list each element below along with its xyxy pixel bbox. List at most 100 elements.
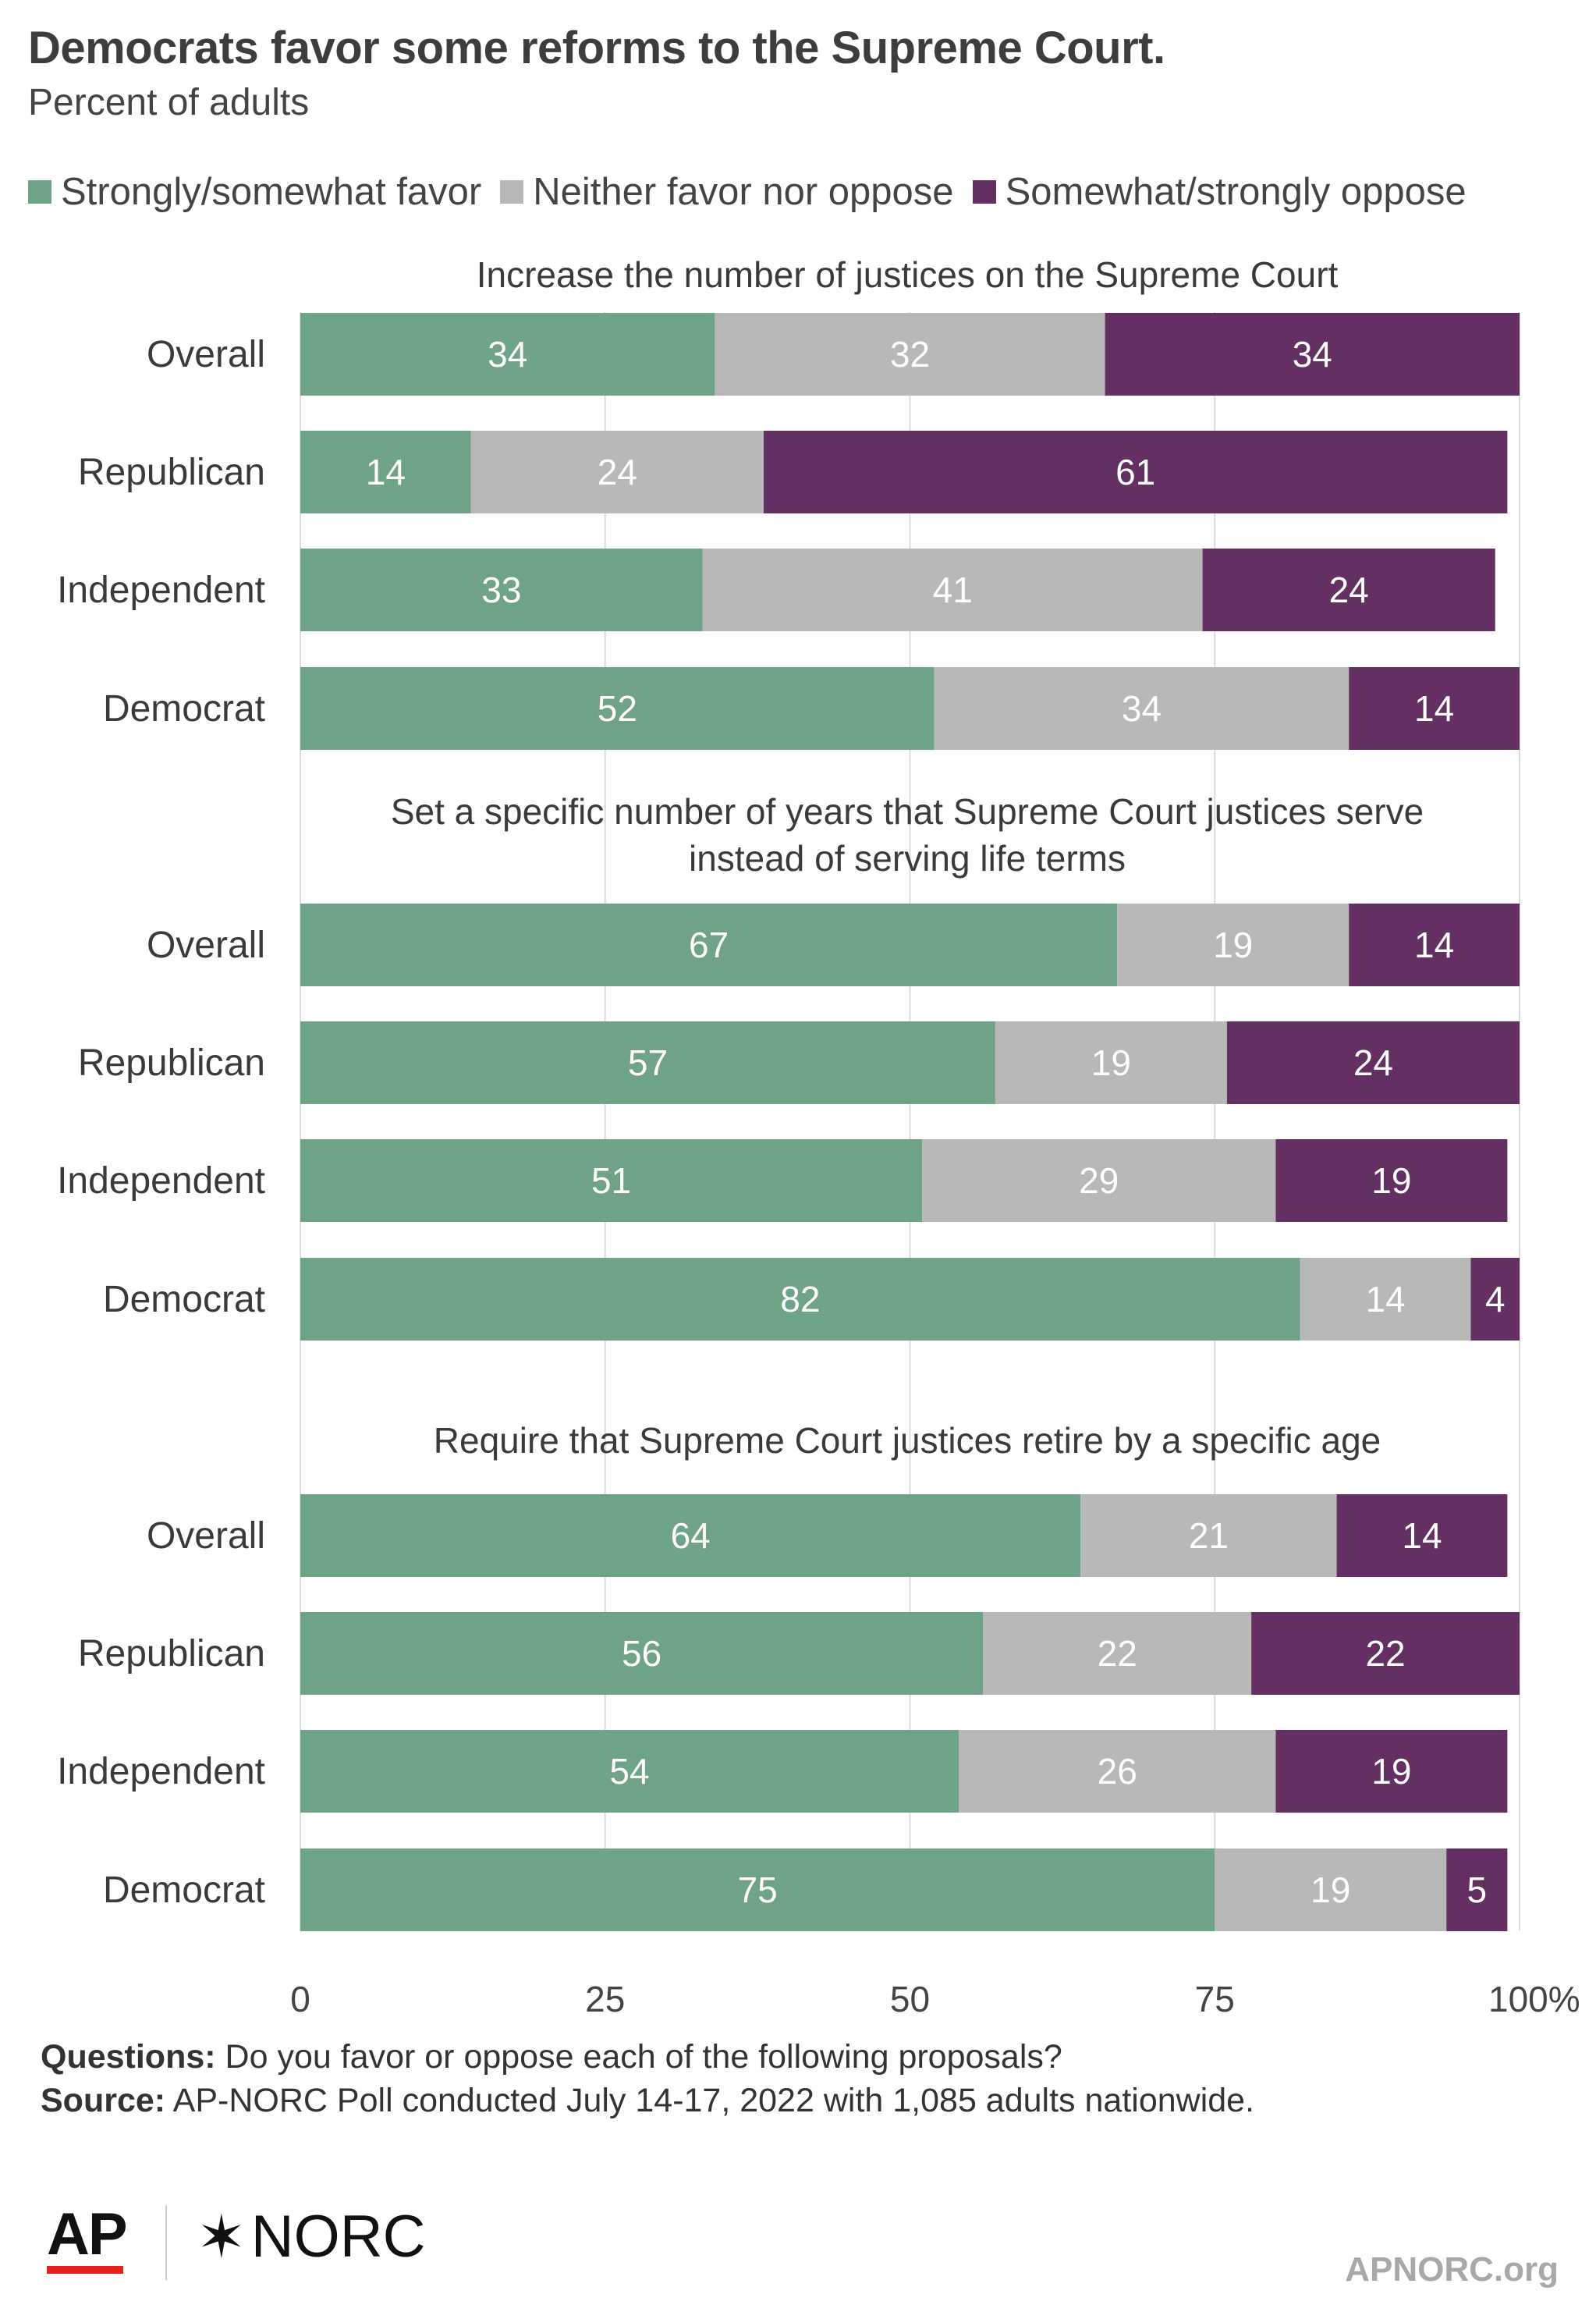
category-label: Independent: [57, 1160, 265, 1202]
data-label: 41: [933, 570, 973, 610]
bar-segment: [1202, 549, 1495, 631]
bar-segment: [922, 1139, 1276, 1222]
bar-segment: [983, 1612, 1252, 1695]
data-label: 61: [1115, 452, 1155, 492]
legend-item-neither: Neither favor nor oppose: [500, 170, 954, 214]
legend-item-oppose: Somewhat/strongly oppose: [972, 170, 1467, 214]
source-text: AP-NORC Poll conducted July 14-17, 2022 …: [165, 2082, 1255, 2119]
data-label: 33: [481, 570, 521, 610]
data-label: 22: [1365, 1633, 1405, 1674]
data-label: 24: [598, 452, 637, 492]
category-label: Republican: [78, 1042, 265, 1084]
legend-label-oppose: Somewhat/strongly oppose: [1005, 171, 1467, 213]
category-label: Overall: [147, 334, 265, 375]
source-note: Source: AP-NORC Poll conducted July 14-1…: [41, 2082, 1254, 2120]
bar-segment: [1336, 1494, 1508, 1577]
chart-title: Democrats favor some reforms to the Supr…: [28, 23, 1165, 73]
data-label: 19: [1310, 1870, 1350, 1910]
bar-segment: [715, 313, 1105, 396]
bar-segment: [300, 1258, 1300, 1341]
chart-legend: Strongly/somewhat favor Neither favor no…: [28, 170, 1485, 214]
data-label: 19: [1213, 925, 1253, 965]
data-label: 22: [1098, 1633, 1137, 1674]
data-label: 75: [738, 1870, 778, 1910]
legend-swatch-neither: [500, 180, 524, 204]
data-label: 34: [1293, 334, 1332, 375]
data-label: 34: [488, 334, 527, 375]
questions-note: Questions: Do you favor or oppose each o…: [41, 2038, 1062, 2076]
panel-title: instead of serving life terms: [689, 838, 1126, 879]
bar-segment: [300, 1139, 923, 1222]
panel-title: Require that Supreme Court justices reti…: [434, 1420, 1381, 1461]
data-label: 54: [609, 1751, 649, 1792]
data-label: 14: [366, 452, 406, 492]
data-label: 19: [1371, 1751, 1411, 1792]
panel-title: Set a specific number of years that Supr…: [391, 791, 1424, 832]
category-label: Independent: [57, 1751, 265, 1792]
legend-item-favor: Strongly/somewhat favor: [28, 170, 481, 214]
bar-segment: [300, 667, 935, 750]
category-label: Overall: [147, 925, 265, 966]
logo-divider: [165, 2205, 167, 2280]
bar-segment: [300, 904, 1118, 986]
bar-segment: [1470, 1258, 1520, 1341]
bar-segment: [1105, 313, 1520, 396]
bar-segment: [763, 431, 1508, 513]
site-url: APNORC.org: [1345, 2250, 1559, 2289]
bar-segment: [959, 1730, 1276, 1813]
panel-title: Increase the number of justices on the S…: [477, 254, 1339, 295]
bar-segment: [300, 1848, 1215, 1931]
category-label: Democrat: [103, 1279, 265, 1320]
chart-subtitle: Percent of adults: [28, 82, 310, 123]
bar-segment: [702, 549, 1203, 631]
category-label: Republican: [78, 1633, 265, 1674]
data-label: 64: [671, 1515, 711, 1556]
legend-label-favor: Strongly/somewhat favor: [61, 171, 482, 213]
category-label: Republican: [78, 452, 265, 493]
bar-segment: [1117, 904, 1350, 986]
legend-swatch-oppose: [972, 180, 996, 204]
bar-segment: [300, 549, 703, 631]
source-label: Source:: [41, 2082, 166, 2119]
data-label: 5: [1467, 1870, 1487, 1910]
legend-swatch-favor: [28, 180, 51, 204]
category-label: Overall: [147, 1515, 265, 1557]
bar-segment: [1349, 904, 1520, 986]
bar-segment: [1251, 1612, 1520, 1695]
data-label: 52: [598, 688, 637, 729]
bar-segment: [1349, 667, 1520, 750]
legend-label-neither: Neither favor nor oppose: [533, 171, 954, 213]
questions-text: Do you favor or oppose each of the follo…: [215, 2038, 1062, 2076]
data-label: 82: [780, 1279, 820, 1319]
ap-logo: AP: [47, 2201, 128, 2268]
data-label: 19: [1091, 1042, 1131, 1083]
questions-label: Questions:: [41, 2038, 216, 2076]
category-label: Democrat: [103, 1870, 265, 1911]
data-label: 14: [1402, 1515, 1442, 1556]
data-label: 21: [1189, 1515, 1229, 1556]
norc-logo: ✶ NORC: [197, 2202, 425, 2271]
data-label: 51: [591, 1160, 631, 1201]
data-label: 57: [628, 1042, 668, 1083]
bar-segment: [1300, 1258, 1471, 1341]
bar-segment: [1080, 1494, 1337, 1577]
norc-star-icon: ✶: [197, 2204, 246, 2271]
category-label: Independent: [57, 570, 265, 611]
data-label: 14: [1414, 925, 1454, 965]
data-label: 32: [890, 334, 930, 375]
data-label: 26: [1098, 1751, 1137, 1792]
bar-segment: [300, 1730, 959, 1813]
bar-segment: [300, 1612, 984, 1695]
bar-segment: [1275, 1730, 1508, 1813]
ap-logo-bar: [47, 2266, 123, 2274]
x-tick-label: 75: [1195, 1979, 1235, 2019]
data-label: 67: [689, 925, 729, 965]
data-label: 34: [1122, 688, 1162, 729]
bar-segment: [1215, 1848, 1447, 1931]
x-tick-label: 25: [585, 1979, 625, 2019]
bar-segment: [300, 1021, 995, 1104]
bar-segment: [300, 431, 471, 513]
data-label: 24: [1353, 1042, 1393, 1083]
data-label: 29: [1079, 1160, 1119, 1201]
